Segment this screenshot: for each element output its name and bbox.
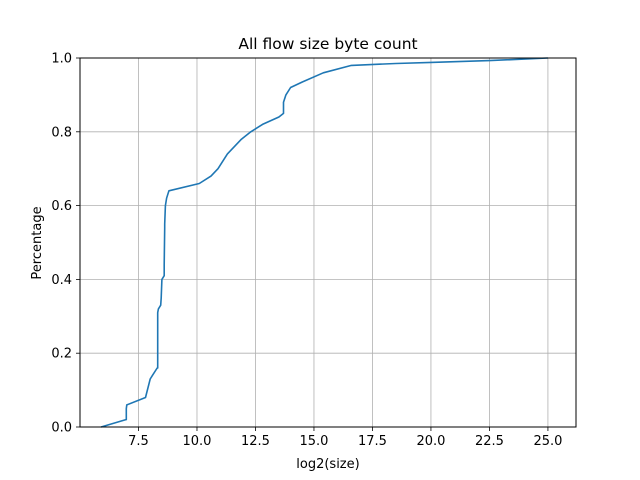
plot-frame (79, 57, 577, 428)
y-axis: 0.0 0.2 0.4 0.6 0.8 1.0 (51, 52, 80, 436)
plot-area (80, 58, 576, 427)
series-line-cdf (100, 57, 548, 428)
x-tick-label: 25.0 (533, 434, 562, 449)
series-group (100, 57, 548, 428)
grid-lines (80, 57, 576, 428)
x-tick-label: 10.0 (183, 434, 212, 449)
x-tick-label: 20.0 (416, 434, 445, 449)
y-tick-label: 0.4 (51, 273, 72, 288)
x-tick-label: 7.5 (128, 434, 149, 449)
x-tick-label: 15.0 (299, 434, 328, 449)
y-axis-label: Percentage (30, 206, 45, 279)
y-tick-label: 0.0 (51, 421, 72, 436)
x-tick-label: 17.5 (358, 434, 387, 449)
x-tick-label: 12.5 (241, 434, 270, 449)
x-axis-label: log2(size) (296, 457, 359, 472)
y-tick-label: 1.0 (51, 52, 72, 67)
y-tick-label: 0.8 (51, 125, 72, 140)
x-tick-label: 22.5 (475, 434, 504, 449)
y-tick-label: 0.2 (51, 347, 72, 362)
y-tick-label: 0.6 (51, 199, 72, 214)
chart-title: All flow size byte count (238, 35, 417, 53)
x-axis: 7.5 10.0 12.5 15.0 17.5 20.0 22.5 25.0 (128, 427, 562, 449)
